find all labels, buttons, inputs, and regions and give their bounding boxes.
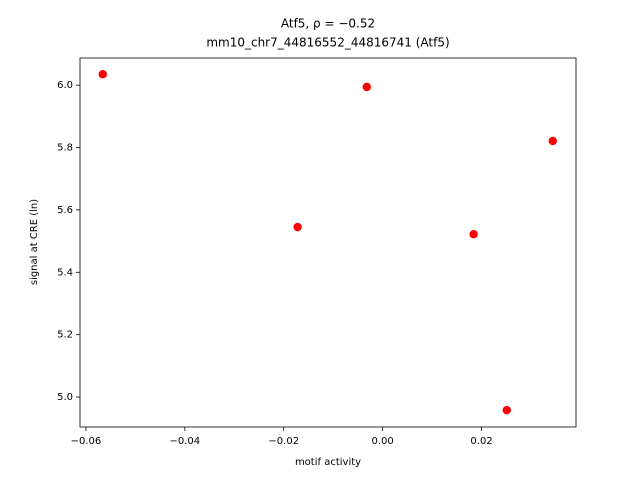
x-tick-label: −0.04	[170, 436, 201, 447]
x-tick-label: 0.02	[470, 436, 492, 447]
y-tick-label: 6.0	[57, 80, 73, 91]
point	[502, 405, 511, 415]
x-tick-label: −0.06	[71, 436, 102, 447]
chart-subtitle: mm10_chr7_44816552_44816741 (Atf5)	[206, 36, 449, 50]
y-tick-label: 5.2	[57, 330, 73, 341]
y-axis-label: signal at CRE (ln)	[29, 199, 40, 285]
y-tick-label: 5.4	[57, 267, 73, 278]
point	[98, 70, 107, 79]
chart-title: Atf5, ρ = −0.52	[281, 17, 375, 31]
y-tick-label: 5.6	[57, 205, 73, 216]
plot-frame	[79, 57, 577, 428]
y-tick-label: 5.8	[57, 143, 73, 154]
point	[548, 136, 557, 146]
x-tick-label: −0.02	[268, 436, 299, 447]
point	[362, 82, 372, 92]
x-axis-label: motif activity	[295, 457, 361, 468]
y-tick-label: 5.0	[57, 392, 73, 403]
point	[293, 222, 302, 232]
x-tick-label: 0.00	[372, 436, 394, 447]
point	[469, 230, 478, 239]
